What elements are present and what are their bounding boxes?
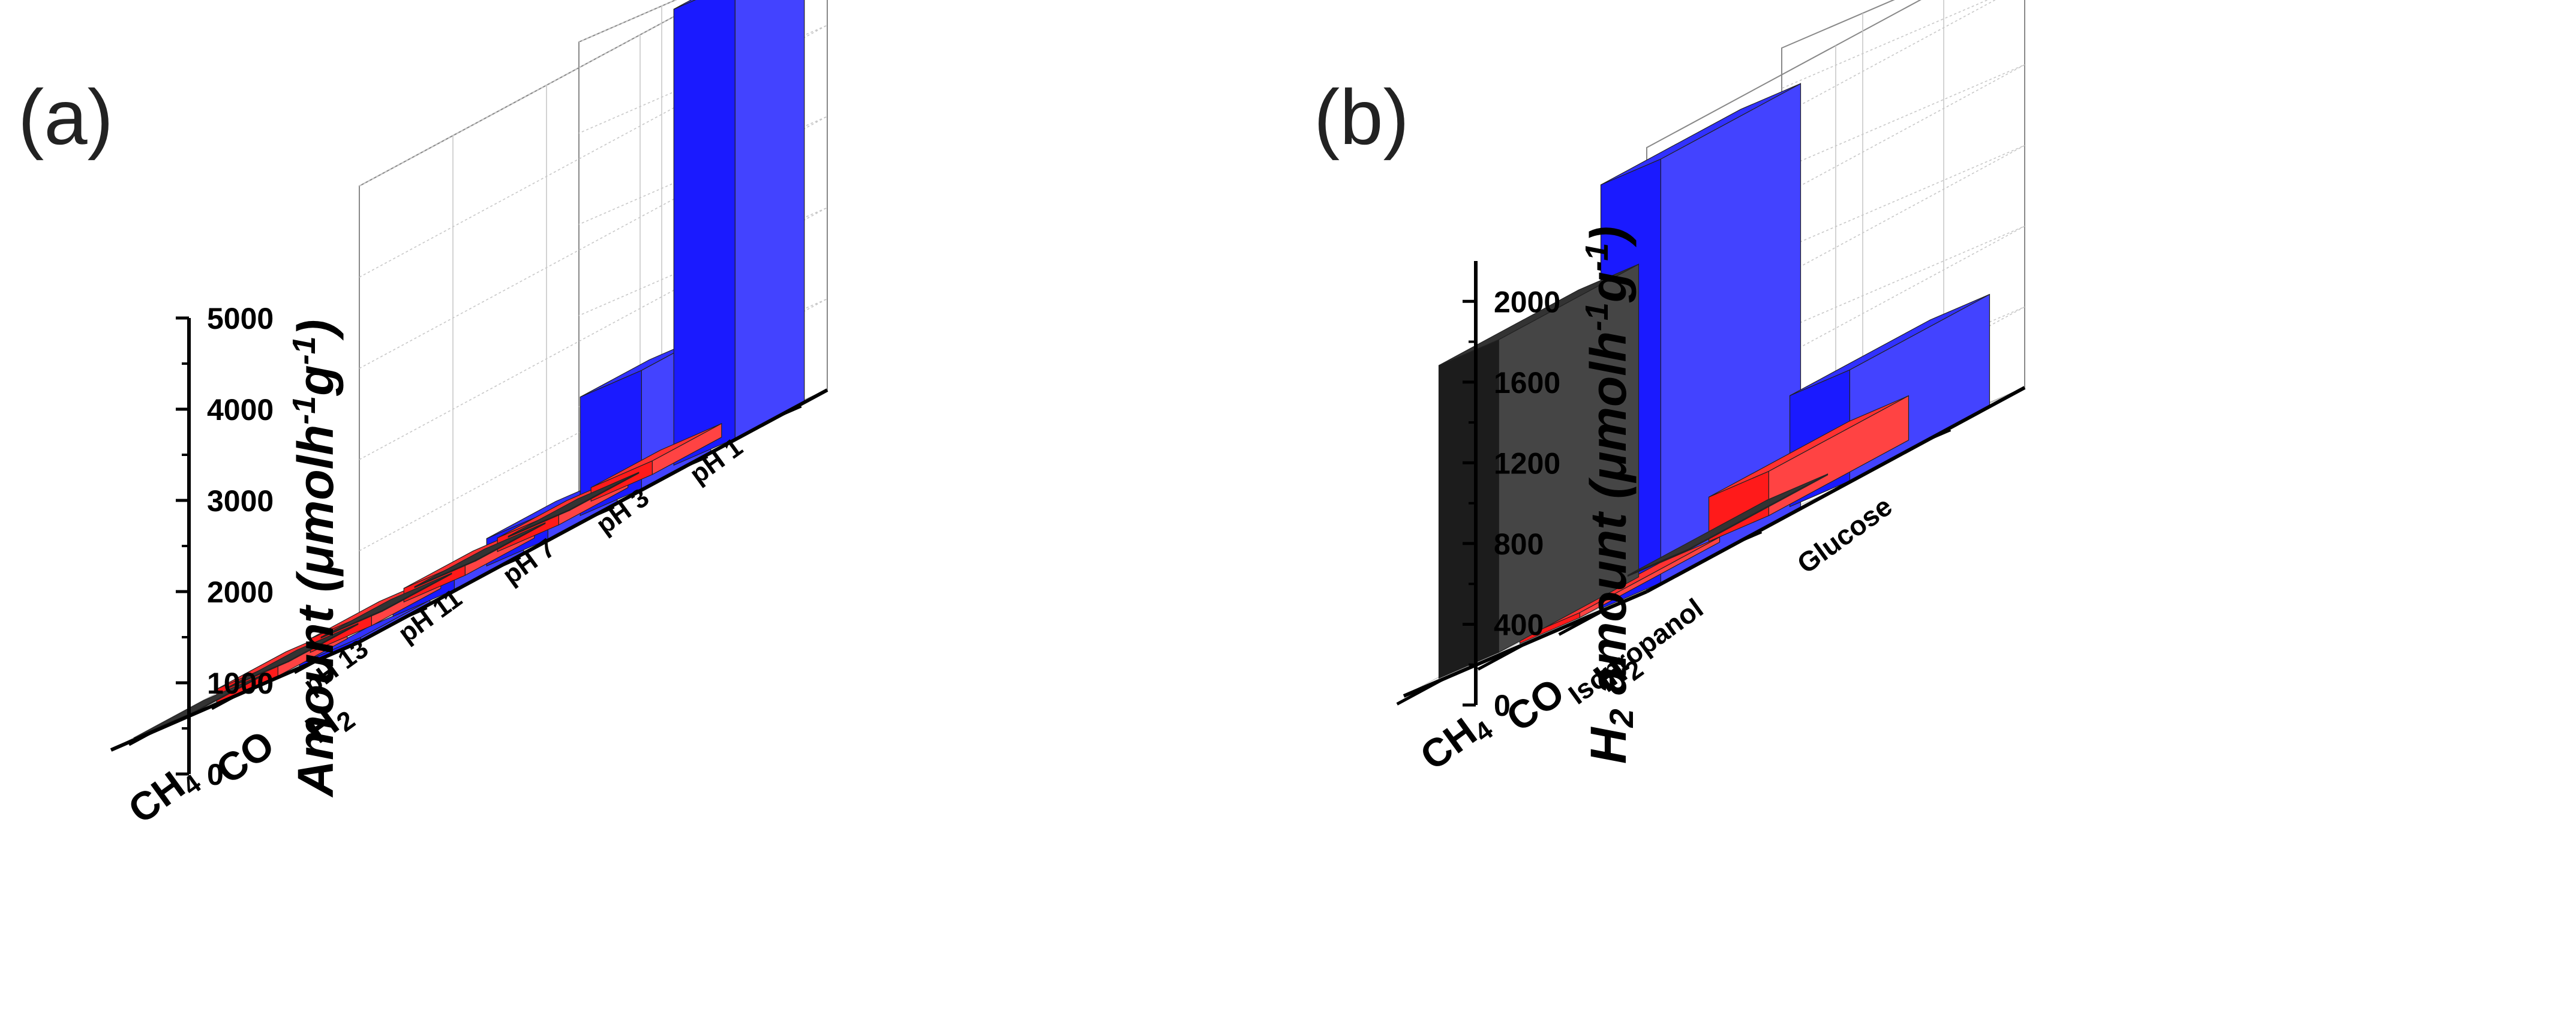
value-tick-label: 2000 [207,575,274,609]
bar-face-top [590,423,722,488]
value-tick-label: 3000 [207,484,274,518]
bar-ch4-ph-7 [320,572,452,639]
panel-label: (b) [1314,73,1409,161]
value-tick-label: 1000 [207,667,274,700]
bar-face-left [673,0,735,466]
product-label-ch4: CH4 [1412,700,1499,781]
bar-face-top [414,522,546,587]
bar-face-top [673,0,696,10]
bar-face-top [1439,263,1639,366]
category-tick [593,505,615,518]
bar-face-right [734,0,805,439]
bar-ch4-ph-3 [414,522,546,589]
bar-face-left [1438,339,1499,679]
panel-label: (a) [18,73,113,161]
bar-face-top [227,623,359,688]
category-tick [780,404,802,417]
category-tick [499,556,521,568]
value-axis-title: Amount (μmolh-1g-1) [286,319,344,797]
value-tick-label: 800 [1494,527,1544,561]
value-tick-label: 2000 [1494,285,1560,319]
product-tick [1477,642,1526,671]
bar-ch4-glucose [1627,473,1829,577]
product-tick [293,658,319,674]
bar-face-top [1628,473,1828,576]
value-tick-label: 5000 [207,302,274,335]
bar-face-top [1790,294,1990,396]
product-tick [211,694,236,710]
category-tick [686,455,708,467]
product-tick [1558,607,1607,636]
bars [133,0,805,740]
category-tick [1929,428,1951,440]
value-tick-label: 4000 [207,393,274,427]
bar-face-top [320,572,452,638]
category-tick [406,606,428,619]
bars [1438,83,1990,679]
category-axis [1646,386,2026,593]
product-tick [1396,677,1445,706]
bar-face-top [508,472,640,537]
value-tick-label: 1600 [1494,366,1560,400]
bar-h2-ph-1 [673,0,805,466]
bar-face-top [1709,395,1909,497]
value-tick-label: 1200 [1494,446,1560,480]
product-tick [128,730,154,746]
axes: 0400800120016002000GlucoseIsopropanolCH4… [1396,226,2026,781]
product-label-co: CO [1498,669,1572,740]
product-label-ch4: CH4 [120,754,206,835]
bar-ch4-ph-1 [508,472,640,538]
category-tick [1740,530,1763,542]
value-tick-label: 0 [1494,689,1511,722]
value-tick-label: 400 [1494,608,1544,641]
value-tick-label: 0 [207,758,224,791]
bar-face-top [133,673,265,739]
bar-ch4-ph-11 [227,623,359,689]
bar-face-top [1601,83,1801,185]
bar-ch4-isopropanol [1438,263,1640,679]
panel-b: 0400800120016002000GlucoseIsopropanolCH4… [1314,0,2026,781]
